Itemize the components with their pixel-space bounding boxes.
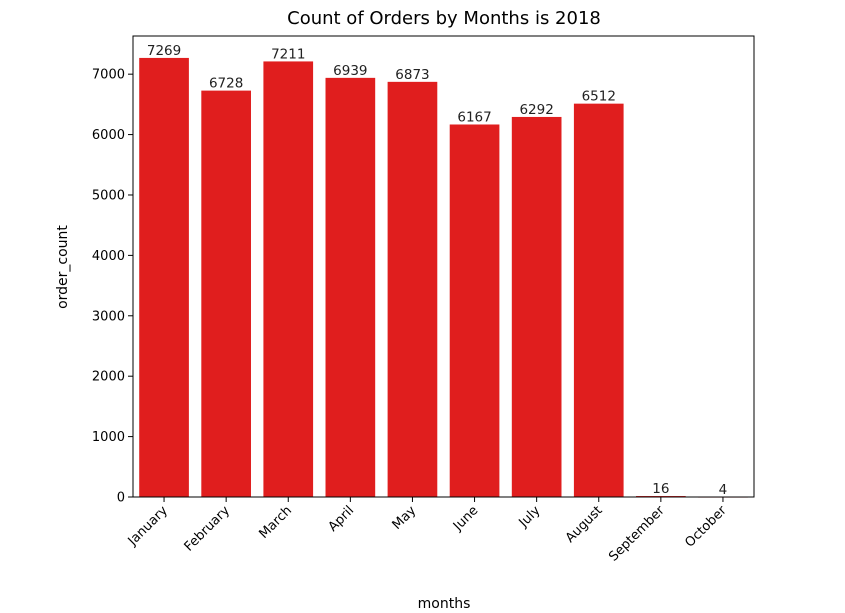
y-tick-label: 2000 xyxy=(92,370,125,385)
x-tick-label-february: February xyxy=(182,503,234,555)
data-label-october: 4 xyxy=(719,482,728,498)
y-tick-label: 0 xyxy=(117,491,125,506)
data-label-may: 6873 xyxy=(395,67,429,83)
x-tick-label-july: July xyxy=(516,503,544,531)
bars-group xyxy=(139,57,748,498)
x-tick-label-march: March xyxy=(256,503,295,542)
y-tick-label: 5000 xyxy=(92,188,125,203)
x-tick-label-august: August xyxy=(563,503,606,546)
data-label-february: 6728 xyxy=(209,76,243,92)
data-label-march: 7211 xyxy=(271,46,305,62)
x-axis-label: months xyxy=(418,596,471,612)
x-tick-label-october: October xyxy=(682,503,730,551)
chart-title: Count of Orders by Months is 2018 xyxy=(287,8,601,29)
bar-may xyxy=(387,81,438,497)
bar-april xyxy=(325,77,376,497)
x-tick-label-june: June xyxy=(450,503,481,534)
data-label-april: 6939 xyxy=(333,63,367,79)
x-tick-label-january: January xyxy=(125,503,171,549)
data-label-august: 6512 xyxy=(582,89,616,105)
bar-february xyxy=(201,90,251,497)
data-labels-group: 7269 6728 7211 6939 6873 6167 6292 6512 16 4 xyxy=(147,43,727,498)
y-tick-label: 3000 xyxy=(92,309,125,324)
data-label-january: 7269 xyxy=(147,43,181,59)
data-label-june: 6167 xyxy=(457,109,491,125)
data-label-september: 16 xyxy=(652,481,669,497)
y-axis: 0 1000 2000 3000 4000 5000 6000 7000 xyxy=(92,68,133,506)
y-tick-label: 6000 xyxy=(92,128,125,143)
bar-january xyxy=(139,57,189,498)
bar-august xyxy=(573,103,624,498)
y-tick-label: 4000 xyxy=(92,249,125,264)
y-tick-label: 1000 xyxy=(92,430,125,445)
x-axis: January February March April May June July Augu… xyxy=(125,497,730,565)
x-tick-label-september: September xyxy=(606,503,668,565)
bar-march xyxy=(263,61,314,497)
plot-frame xyxy=(132,35,755,498)
x-tick-label-april: April xyxy=(326,503,358,535)
bar-june xyxy=(449,124,500,498)
y-tick-label: 7000 xyxy=(92,68,125,83)
x-tick-label-may: May xyxy=(390,503,420,533)
y-axis-label: order_count xyxy=(55,225,71,309)
data-label-july: 6292 xyxy=(519,102,553,118)
bar-july xyxy=(511,116,562,498)
